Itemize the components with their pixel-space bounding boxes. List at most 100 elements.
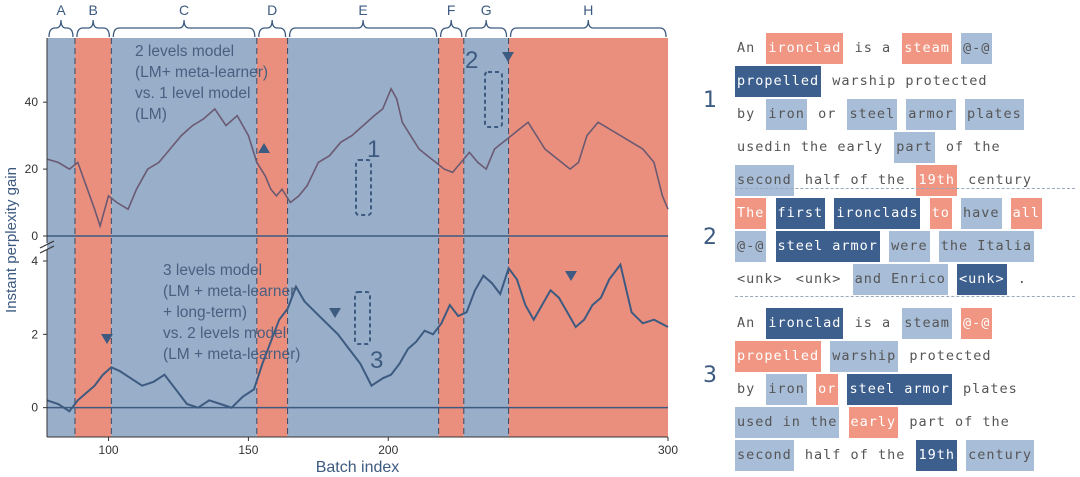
- region-D: [256, 38, 288, 437]
- example-line: by iron or steel armor plates: [735, 98, 1034, 131]
- marker-label-3: 3: [370, 347, 383, 374]
- token: steel armor: [775, 231, 880, 262]
- example-line: An ironclad is a steam @-@: [735, 307, 1034, 340]
- region-brace-F: [439, 19, 463, 38]
- example-line: used in the early part of the: [735, 406, 1034, 439]
- bottom-series-line: [46, 262, 669, 413]
- example-line: second half of the 19th century: [735, 439, 1035, 472]
- token: century: [966, 440, 1035, 471]
- marker-label-1: 1: [367, 136, 380, 163]
- region-label-H: H: [583, 2, 593, 18]
- token: steam: [902, 308, 952, 339]
- token: the Italia: [938, 231, 1035, 262]
- region-label-E: E: [358, 2, 367, 18]
- token: <unk>: [795, 271, 842, 287]
- token: usedin the early: [737, 139, 884, 155]
- example-number: 3: [703, 363, 717, 388]
- token: and Enrico: [852, 264, 948, 295]
- triangle-up-icon: [258, 143, 270, 153]
- region-label-A: A: [56, 2, 66, 18]
- top-y-tick-label: 0: [31, 229, 38, 243]
- top-annotation-line: vs. 1 level model: [135, 85, 250, 102]
- token: or: [816, 374, 839, 405]
- token: @-@: [961, 33, 993, 64]
- token: @-@: [961, 308, 993, 339]
- token: of the: [945, 139, 1001, 155]
- token: part of the: [909, 414, 1010, 430]
- top-annotation-line: (LM+ meta-learner): [135, 64, 268, 81]
- token: by: [737, 381, 756, 397]
- bottom-y-tick-label: 2: [31, 327, 38, 341]
- separator-1: [735, 188, 1075, 189]
- token: second: [735, 165, 794, 196]
- token: propelled: [735, 341, 822, 372]
- x-tick-label: 100: [99, 443, 119, 457]
- region-label-G: G: [481, 2, 492, 18]
- region-label-C: C: [179, 2, 189, 18]
- region-B: [74, 38, 112, 437]
- marker-box-3: [354, 291, 371, 345]
- x-tick-label: 200: [378, 443, 398, 457]
- token: steel armor: [847, 374, 952, 405]
- example-text: The first ironclads to have all @-@ stee…: [735, 197, 1043, 296]
- triangle-down-icon: [565, 271, 577, 281]
- region-label-F: F: [447, 2, 456, 18]
- top-y-tick-label: 20: [25, 162, 39, 176]
- token: The: [735, 198, 767, 229]
- token: warship: [830, 341, 899, 372]
- x-tick-label: 150: [238, 443, 258, 457]
- triangle-down-icon: [329, 308, 341, 318]
- top-series-line: [46, 86, 669, 229]
- token: ironclad: [766, 33, 844, 64]
- bottom-annotation-line: vs. 2 levels model: [163, 325, 286, 342]
- bottom-annotation-line: (LM + meta-learner: [163, 283, 295, 300]
- region-brace-A: [48, 19, 74, 38]
- region-brace-G: [465, 19, 508, 38]
- token: part: [894, 132, 935, 163]
- region-label-B: B: [88, 2, 97, 18]
- token: ironclads: [834, 198, 921, 229]
- region-brace-C: [112, 19, 256, 38]
- token: or: [818, 106, 837, 122]
- example-line: propelled warship protected: [735, 65, 1034, 98]
- top-y-tick-label: 40: [25, 95, 39, 109]
- region-A: [47, 38, 75, 437]
- bottom-y-tick-label: 4: [31, 254, 38, 268]
- token: half of the: [804, 172, 906, 188]
- token: armor: [906, 99, 956, 130]
- token: is a: [854, 315, 892, 331]
- token: all: [1010, 198, 1043, 229]
- top-annotation-line: 2 levels model: [135, 43, 234, 60]
- token: iron: [766, 374, 807, 405]
- example-line: The first ironclads to have all: [735, 197, 1043, 230]
- token: An: [737, 315, 756, 331]
- token: used in the: [735, 407, 840, 438]
- token: have: [961, 198, 1002, 229]
- triangle-down-icon: [502, 52, 514, 62]
- example-line: An ironclad is a steam @-@: [735, 32, 1034, 65]
- region-C: [111, 38, 257, 437]
- token: warship protected: [832, 73, 988, 89]
- region-label-D: D: [267, 2, 277, 18]
- token: protected: [909, 348, 992, 364]
- token: ironclad: [766, 308, 844, 339]
- example-line: <unk> <unk> and Enrico <unk> .: [735, 263, 1042, 296]
- token: first: [775, 198, 826, 229]
- marker-label-2: 2: [465, 47, 478, 74]
- token: second: [735, 440, 794, 471]
- token: An: [737, 40, 756, 56]
- y-axis-label: Instant perplexity gain: [3, 167, 20, 313]
- region-E: [287, 38, 439, 437]
- token: @-@: [735, 231, 767, 262]
- token: by: [737, 106, 756, 122]
- triangle-down-icon: [101, 334, 113, 344]
- region-H: [508, 38, 668, 437]
- example-number: 2: [703, 225, 717, 250]
- perplexity-gain-chart: A B C D E F G H 0 20 40 0 2 4 100 150 200 300 Batch index I…: [3, 2, 678, 476]
- example-text: An ironclad is a steam @-@ propelled war…: [735, 32, 1034, 197]
- example-line: propelled warship protected: [735, 340, 1034, 373]
- example-line: second half of the 19th century: [735, 164, 1034, 197]
- bottom-y-tick-label: 0: [31, 401, 38, 415]
- token: <unk>: [737, 271, 783, 287]
- token: propelled: [735, 66, 822, 97]
